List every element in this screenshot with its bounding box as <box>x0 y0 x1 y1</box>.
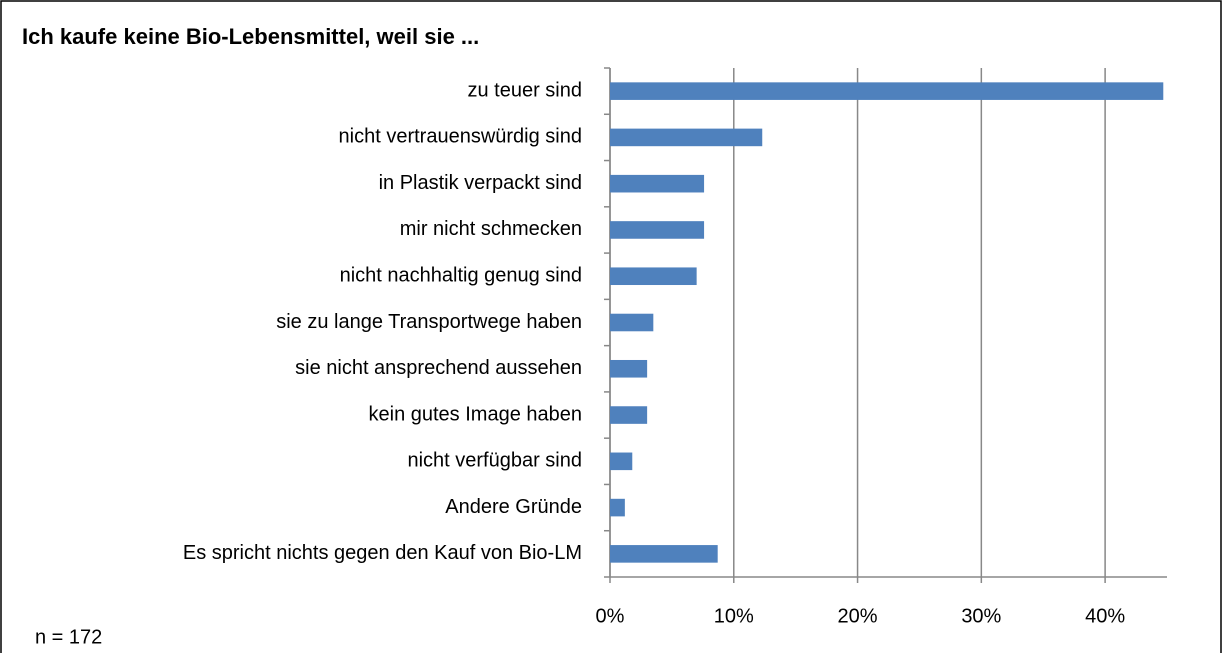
x-tick-label: 40% <box>1085 605 1125 627</box>
note: n = 172 <box>35 626 102 648</box>
x-tick-label: 20% <box>838 605 878 627</box>
x-tick-label: 10% <box>714 605 754 627</box>
bar <box>610 82 1164 100</box>
chart-title: Ich kaufe keine Bio-Lebensmittel, weil s… <box>22 24 479 49</box>
y-tick-label: zu teuer sind <box>467 79 582 101</box>
bar <box>610 267 697 286</box>
x-tick-label: 30% <box>961 605 1001 627</box>
y-tick-label: nicht verfügbar sind <box>407 450 582 472</box>
bar <box>610 174 705 193</box>
bar <box>610 359 648 378</box>
bar <box>610 221 705 239</box>
y-tick-label: sie nicht ansprechend aussehen <box>295 357 582 379</box>
y-tick-label: Es spricht nichts gegen den Kauf von Bio… <box>183 542 582 564</box>
y-tick-label: nicht nachhaltig genug sind <box>340 265 582 287</box>
y-tick-label: nicht vertrauenswürdig sind <box>339 126 582 148</box>
bar <box>610 128 763 147</box>
y-tick-label: kein gutes Image haben <box>369 403 583 425</box>
y-tick-label: in Plastik verpackt sind <box>379 172 582 194</box>
y-tick-label: mir nicht schmecken <box>400 218 582 240</box>
bar <box>610 313 654 332</box>
bar <box>610 406 648 424</box>
bar <box>610 545 718 563</box>
bar <box>610 452 633 471</box>
bar <box>610 498 625 517</box>
y-tick-label: Andere Gründe <box>445 496 582 518</box>
y-tick-label: sie zu lange Transportwege haben <box>276 311 582 333</box>
x-tick-label: 0% <box>596 605 625 627</box>
